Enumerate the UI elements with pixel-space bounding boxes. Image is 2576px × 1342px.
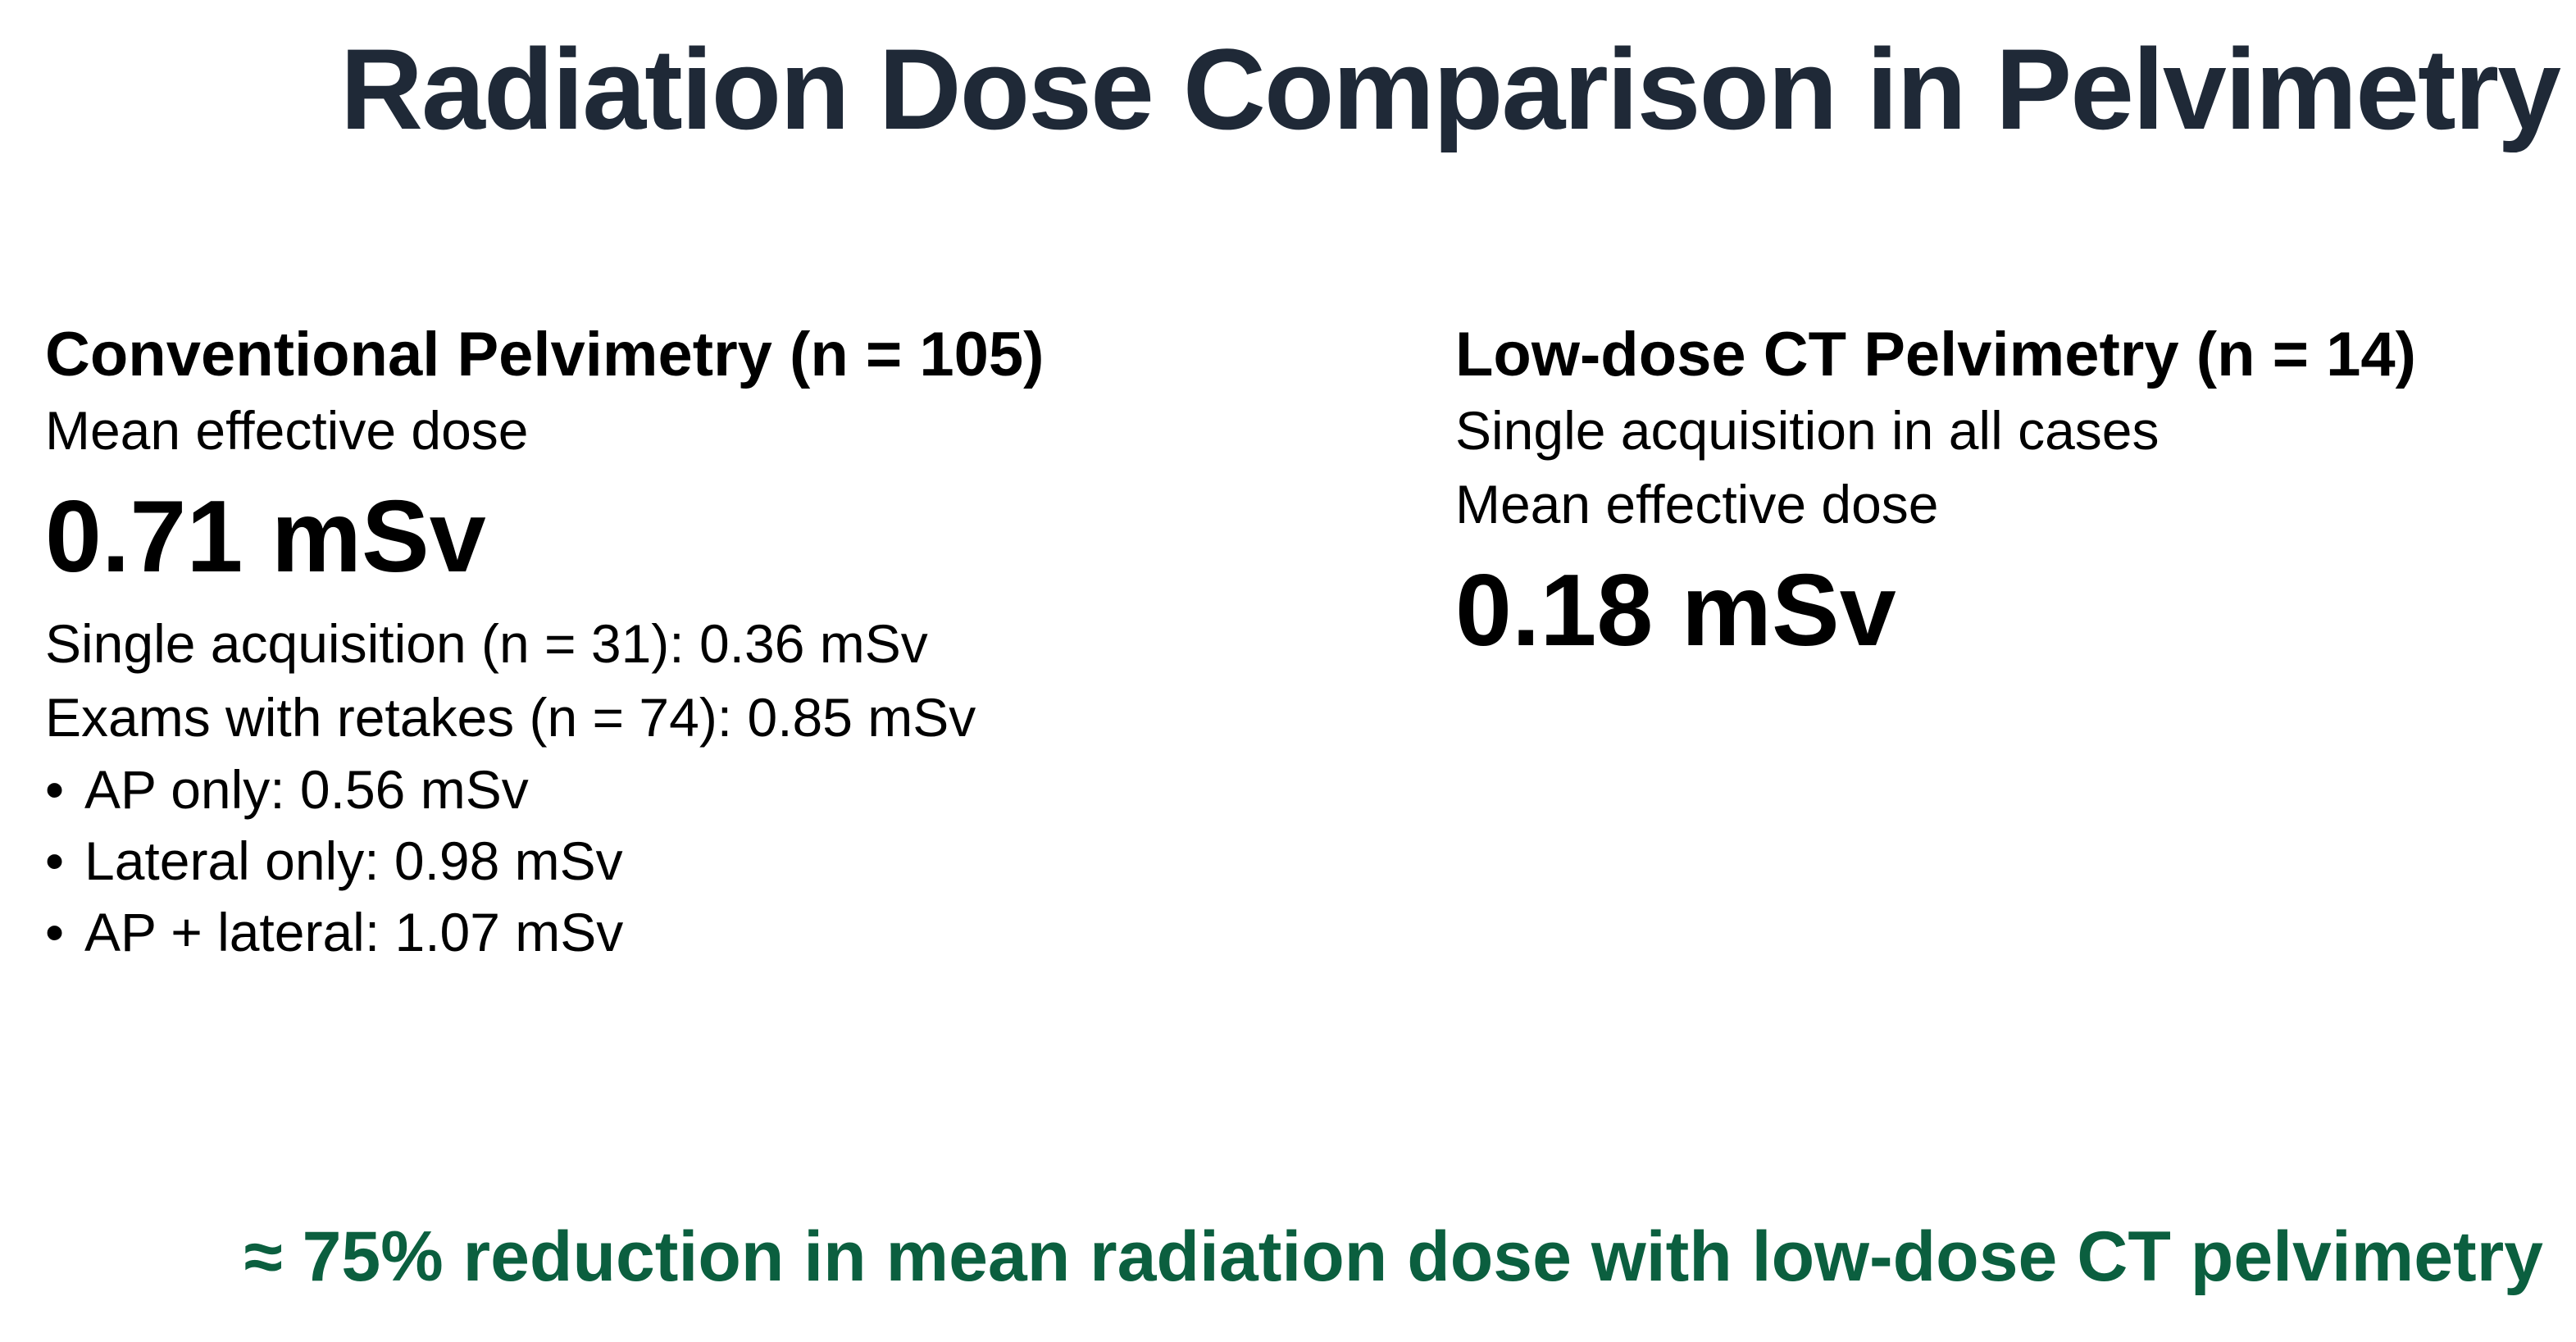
list-item-text: Lateral only: 0.98 mSv	[84, 830, 623, 891]
list-item-text: AP only: 0.56 mSv	[84, 759, 529, 820]
list-item: • AP only: 0.56 mSv	[45, 754, 1045, 826]
list-item: • Lateral only: 0.98 mSv	[45, 826, 1045, 897]
retake-breakdown-list: • AP only: 0.56 mSv • Lateral only: 0.98 m…	[45, 754, 1045, 968]
lowdose-mean-dose: 0.18 mSv	[1455, 554, 1896, 667]
retakes-line: Exams with retakes (n = 74): 0.85 mSv	[45, 687, 976, 748]
list-item-text: AP + lateral: 1.07 mSv	[84, 902, 624, 962]
bullet-icon: •	[45, 902, 65, 962]
conclusion-text: ≈ 75% reduction in mean radiation dose w…	[243, 1217, 2544, 1296]
lowdose-heading: Low-dose CT Pelvimetry (n = 14)	[1455, 320, 2416, 389]
lowdose-mean-label: Mean effective dose	[1455, 474, 1939, 535]
single-acquisition-line: Single acquisition (n = 31): 0.36 mSv	[45, 613, 928, 674]
list-item: • AP + lateral: 1.07 mSv	[45, 897, 1045, 968]
conventional-heading: Conventional Pelvimetry (n = 105)	[45, 320, 1045, 389]
conventional-mean-label: Mean effective dose	[45, 400, 529, 461]
slide-title: Radiation Dose Comparison in Pelvimetry	[339, 25, 2561, 153]
conventional-pelvimetry-column: Conventional Pelvimetry (n = 105) Mean e…	[45, 316, 1045, 968]
conventional-mean-dose: 0.71 mSv	[45, 480, 486, 594]
lowdose-note: Single acquisition in all cases	[1455, 400, 2160, 461]
bullet-icon: •	[45, 759, 65, 820]
lowdose-ct-column: Low-dose CT Pelvimetry (n = 14) Single a…	[1455, 316, 2416, 680]
bullet-icon: •	[45, 830, 65, 891]
